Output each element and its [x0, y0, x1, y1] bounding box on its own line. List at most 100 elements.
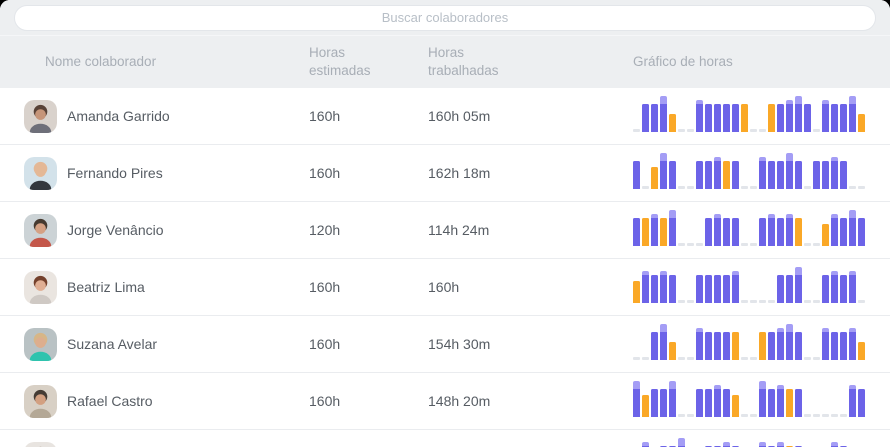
day-off-dash	[633, 357, 640, 360]
day-bar	[651, 167, 658, 189]
day-bar	[696, 100, 703, 132]
day-off-dash	[840, 414, 847, 417]
day-bar	[786, 153, 793, 189]
day-bar	[759, 442, 766, 447]
day-bar	[831, 214, 838, 246]
hours-chart	[633, 149, 890, 189]
day-bar	[705, 104, 712, 132]
day-bar	[759, 218, 766, 246]
day-bar	[669, 210, 676, 246]
day-off-dash	[813, 129, 820, 132]
day-off-dash	[741, 357, 748, 360]
day-off-dash	[750, 186, 757, 189]
day-bar	[795, 389, 802, 417]
day-bar	[642, 104, 649, 132]
day-bar	[714, 104, 721, 132]
day-bar	[786, 389, 793, 417]
day-bar	[795, 332, 802, 360]
day-bar	[669, 342, 676, 360]
day-off-dash	[678, 129, 685, 132]
hours-chart	[633, 92, 890, 132]
day-bar	[669, 161, 676, 189]
day-off-dash	[741, 243, 748, 246]
table-row[interactable]: Jorge Venâncio 120h 114h 24m	[0, 202, 890, 259]
day-off-dash	[849, 186, 856, 189]
day-off-dash	[831, 414, 838, 417]
day-bar	[651, 332, 658, 360]
day-off-dash	[741, 300, 748, 303]
day-bar	[714, 385, 721, 417]
day-bar	[858, 389, 865, 417]
table-row[interactable]: Suzana Avelar 160h 154h 30m	[0, 316, 890, 373]
day-bar	[714, 275, 721, 303]
name-cell: Fernando Pires	[0, 156, 309, 190]
avatar	[24, 213, 57, 247]
day-off-dash	[687, 414, 694, 417]
day-bar	[840, 218, 847, 246]
day-bar	[858, 114, 865, 132]
table-row[interactable]	[0, 430, 890, 447]
day-bar	[831, 332, 838, 360]
day-bar	[822, 100, 829, 132]
day-bar	[642, 271, 649, 303]
day-off-dash	[750, 243, 757, 246]
day-off-dash	[741, 414, 748, 417]
worked-hours: 148h 20m	[428, 393, 491, 409]
day-bar	[705, 161, 712, 189]
day-bar	[669, 114, 676, 132]
day-bar	[777, 442, 784, 447]
day-bar	[633, 218, 640, 246]
day-bar	[840, 161, 847, 189]
collaborator-name: Rafael Castro	[67, 393, 153, 409]
day-bar	[831, 442, 838, 447]
day-bar	[822, 161, 829, 189]
collaborator-name: Amanda Garrido	[67, 108, 170, 124]
day-bar	[651, 389, 658, 417]
table-row[interactable]: Beatriz Lima 160h 160h	[0, 259, 890, 316]
day-bar	[822, 275, 829, 303]
day-off-dash	[813, 357, 820, 360]
day-bar	[651, 104, 658, 132]
day-off-dash	[813, 414, 820, 417]
name-cell: Beatriz Lima	[0, 270, 309, 304]
worked-hours: 160h 05m	[428, 108, 491, 124]
collaborator-name: Jorge Venâncio	[67, 222, 164, 238]
day-bar	[642, 395, 649, 417]
avatar	[24, 327, 57, 361]
day-off-dash	[804, 414, 811, 417]
day-off-dash	[741, 186, 748, 189]
day-bar	[633, 281, 640, 303]
table-body: Amanda Garrido 160h 160h 05m Fernando Pi…	[0, 88, 890, 447]
day-bar	[660, 218, 667, 246]
day-bar	[723, 218, 730, 246]
day-bar	[723, 389, 730, 417]
search-input[interactable]	[14, 4, 876, 31]
avatar	[24, 156, 57, 190]
day-off-dash	[642, 186, 649, 189]
name-cell	[0, 441, 309, 447]
day-off-dash	[750, 129, 757, 132]
day-bar	[705, 332, 712, 360]
day-off-dash	[687, 243, 694, 246]
table-row[interactable]: Amanda Garrido 160h 160h 05m	[0, 88, 890, 145]
table-header: Nome colaborador Horas estimadas Horas t…	[0, 36, 890, 88]
worked-hours: 160h	[428, 279, 460, 295]
collaborator-name: Beatriz Lima	[67, 279, 145, 295]
day-bar	[786, 100, 793, 132]
name-cell: Amanda Garrido	[0, 99, 309, 133]
day-bar	[660, 153, 667, 189]
day-off-dash	[678, 357, 685, 360]
table-row[interactable]: Fernando Pires 160h 162h 18m	[0, 145, 890, 202]
estimated-hours: 120h	[309, 222, 341, 238]
worked-hours: 162h 18m	[428, 165, 491, 181]
table-row[interactable]: Rafael Castro 160h 148h 20m	[0, 373, 890, 430]
day-bar	[759, 381, 766, 417]
name-cell: Rafael Castro	[0, 384, 309, 418]
day-bar	[813, 161, 820, 189]
column-header-chart: Gráfico de horas	[633, 54, 733, 69]
hours-chart	[633, 377, 890, 417]
day-bar	[777, 218, 784, 246]
estimated-hours: 160h	[309, 165, 341, 181]
day-bar	[849, 210, 856, 246]
day-bar	[705, 389, 712, 417]
